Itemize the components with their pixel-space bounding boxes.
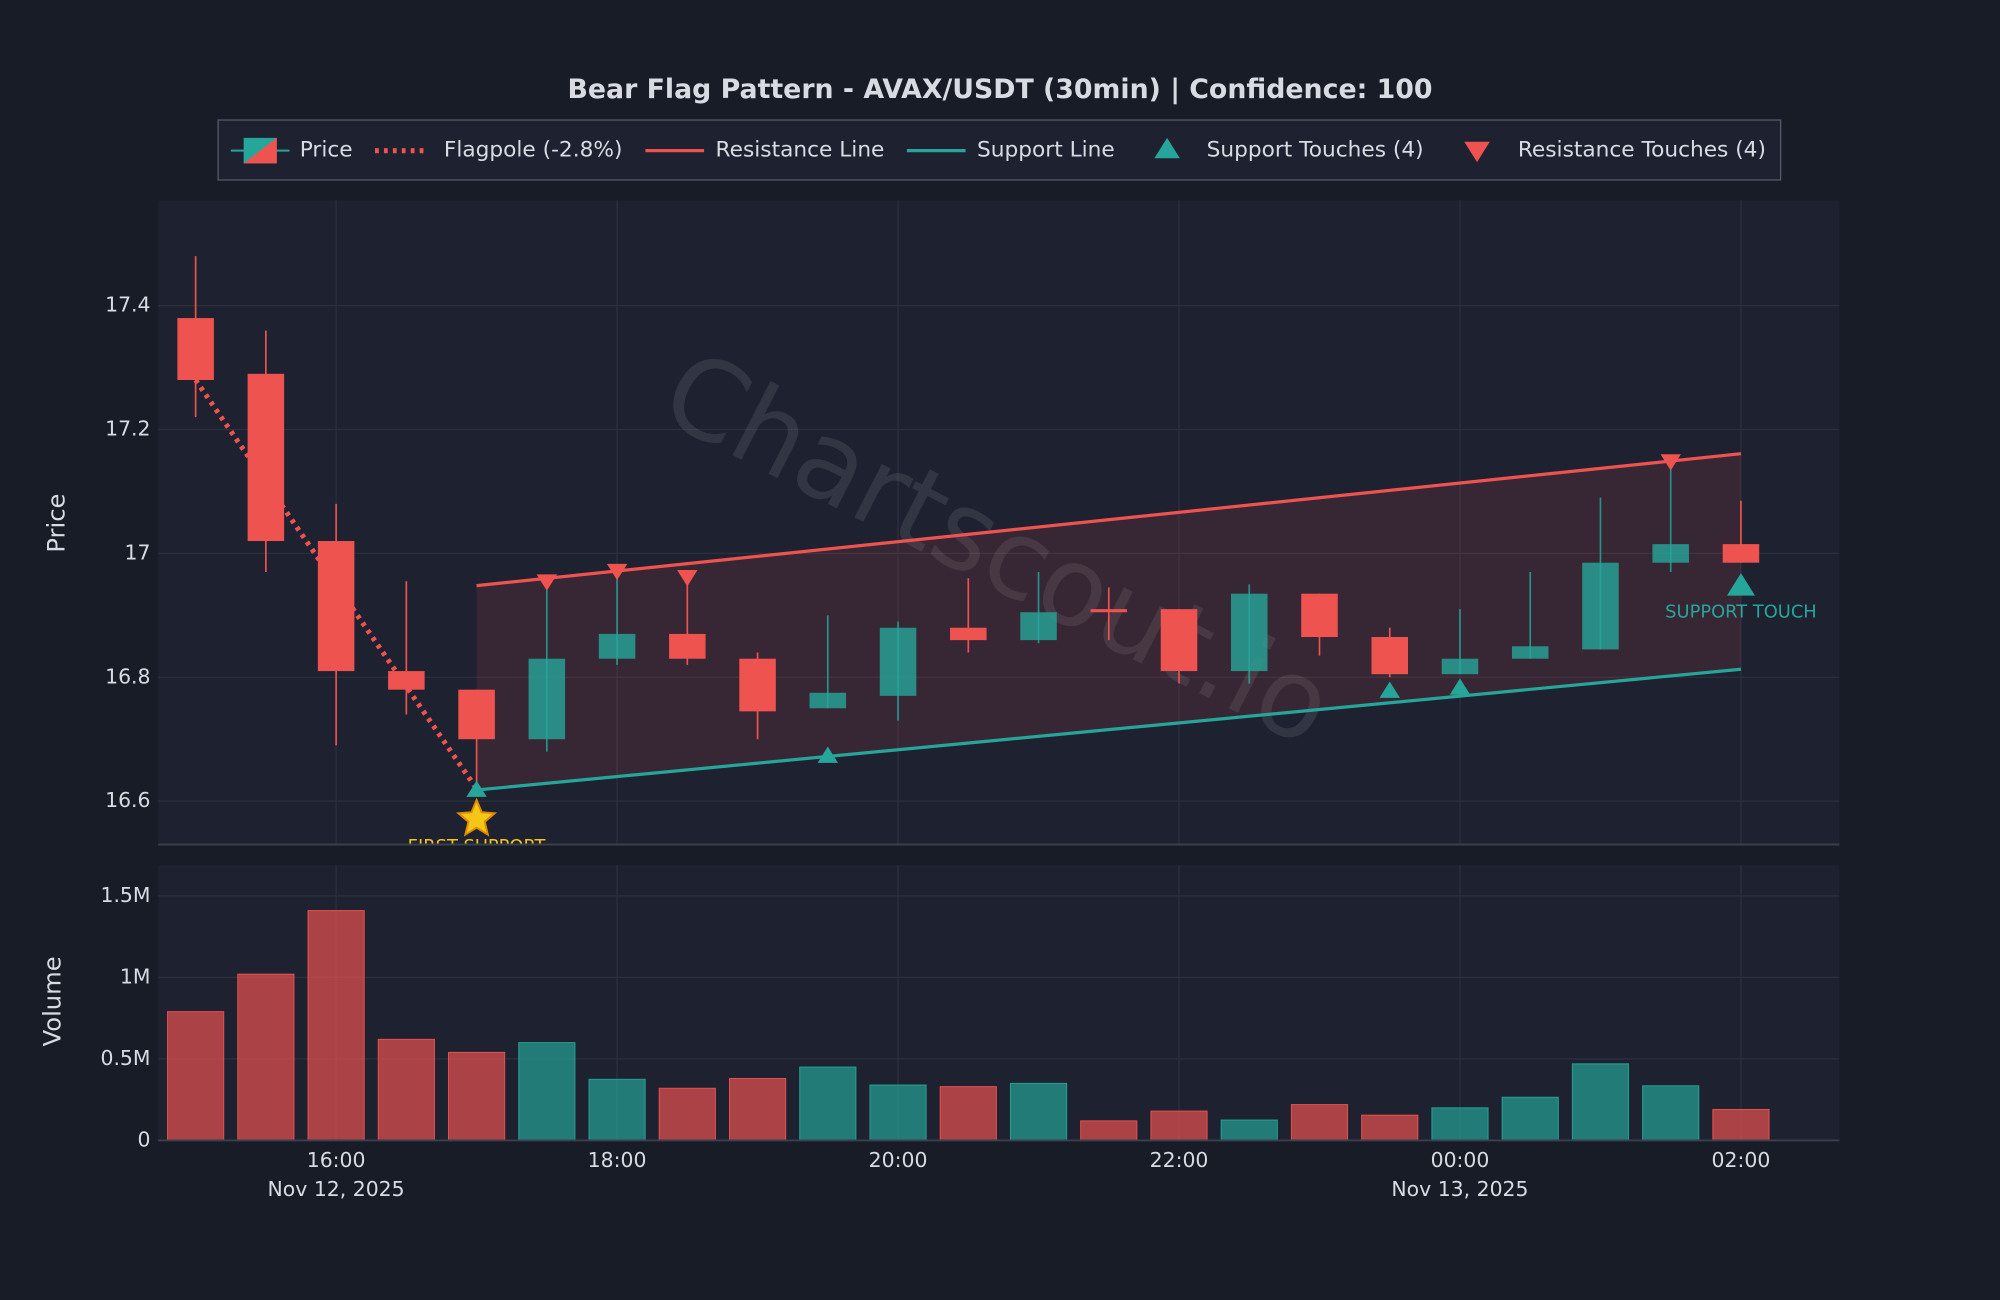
candle-body — [1511, 646, 1549, 659]
legend-label: Price — [300, 138, 353, 163]
chart-title: Bear Flag Pattern - AVAX/USDT (30min) | … — [567, 74, 1432, 105]
candle-body — [1020, 612, 1057, 641]
support-touch — [817, 746, 839, 763]
candle-body — [1371, 637, 1409, 675]
flagpole-line — [193, 378, 479, 791]
legend-icon — [1154, 137, 1180, 159]
x-tick-label: 20:00 — [869, 1148, 928, 1172]
volume-bar — [518, 1042, 576, 1141]
support-touch — [466, 780, 487, 797]
legend-label: Flagpole (-2.8%) — [444, 138, 623, 163]
candle-body — [739, 658, 776, 712]
candle-body — [528, 658, 566, 740]
volume-bar — [1361, 1114, 1419, 1141]
x-date-label: Nov 12, 2025 — [268, 1177, 405, 1201]
annotation-marker — [456, 797, 498, 837]
candle-body — [1722, 544, 1760, 563]
volume-tick-label: 1.5M — [100, 883, 150, 907]
volume-tick-label: 1M — [120, 964, 151, 988]
volume-bar — [658, 1087, 716, 1141]
candle-body — [458, 689, 495, 740]
support-touch — [1449, 678, 1471, 695]
volume-bar — [1712, 1108, 1770, 1141]
legend-icon — [1464, 141, 1490, 163]
volume-plot — [167, 910, 1770, 1141]
candle-body — [1441, 658, 1479, 675]
volume-bar — [1501, 1096, 1559, 1141]
annotation-marker — [1726, 573, 1755, 596]
y-tick-label: 17 — [125, 540, 151, 564]
volume-bar — [939, 1086, 997, 1141]
volume-bar — [1220, 1119, 1278, 1141]
y-tick-label: 16.8 — [105, 664, 150, 688]
volume-bar — [307, 910, 365, 1141]
volume-bar — [588, 1078, 646, 1141]
candle-body — [879, 627, 917, 696]
volume-bar — [1642, 1085, 1700, 1141]
candle-body — [177, 318, 214, 380]
resistance-touch — [1660, 454, 1681, 471]
volume-bar — [237, 973, 295, 1141]
volume-bar — [1290, 1104, 1349, 1141]
x-tick-label: 16:00 — [307, 1148, 366, 1172]
volume-bar — [799, 1066, 857, 1141]
volume-panel — [158, 864, 1840, 1141]
annotation-text: FIRST SUPPORT — [408, 836, 546, 857]
volume-bar — [1150, 1110, 1208, 1141]
legend-label: Resistance Touches (4) — [1518, 138, 1766, 163]
volume-bar — [1009, 1082, 1068, 1141]
candle-body — [1160, 609, 1198, 672]
x-tick-label: 22:00 — [1150, 1148, 1209, 1172]
resistance-touch — [677, 570, 698, 587]
candle-body — [317, 541, 355, 672]
volume-bar — [1080, 1120, 1138, 1141]
volume-bar — [1571, 1063, 1630, 1141]
candle-body — [598, 633, 636, 659]
volume-bar — [377, 1038, 435, 1141]
axes: 16.6 16.8 17 17.2 17.4 0 0.5M 1M 1.5M 16:00 18:00 2… — [100, 293, 1840, 1201]
y-tick-label: 16.6 — [105, 788, 150, 812]
candle-body — [1230, 593, 1268, 672]
volume-tick-label: 0 — [138, 1127, 151, 1151]
legend-label: Support Touches (4) — [1207, 138, 1424, 163]
x-date-label: Nov 13, 2025 — [1391, 1177, 1528, 1201]
resistance-touch — [606, 563, 628, 581]
y-tick-label: 17.2 — [105, 417, 150, 441]
volume-bar — [167, 1011, 225, 1141]
volume-tick-label: 0.5M — [100, 1046, 150, 1070]
candle-body — [669, 633, 706, 659]
legend-box — [217, 119, 1782, 181]
candle-body — [1652, 544, 1689, 563]
resistance-line — [476, 452, 1742, 588]
grid — [158, 200, 1840, 1142]
legend-label: Resistance Line — [716, 138, 885, 163]
y-tick-label: 17.4 — [105, 293, 150, 317]
volume-bar — [728, 1077, 787, 1141]
volume-bar — [1431, 1107, 1489, 1141]
annotation-text: SUPPORT TOUCH — [1665, 601, 1817, 622]
y-axis-label: Price — [42, 494, 70, 553]
candle-body — [809, 692, 847, 709]
candle-body — [388, 671, 425, 690]
candle-body — [247, 373, 285, 542]
candle-body — [1090, 609, 1128, 613]
support-touch — [1379, 681, 1400, 698]
x-tick-label: 02:00 — [1712, 1148, 1771, 1172]
volume-bar — [869, 1084, 927, 1141]
candle-body — [1582, 562, 1619, 650]
x-tick-label: 00:00 — [1431, 1148, 1490, 1172]
legend: Price Flagpole (-2.8%) Resistance Line Supp… — [217, 119, 1782, 181]
candle-body — [950, 627, 987, 641]
support-line — [476, 667, 1742, 792]
resistance-touch — [536, 574, 558, 591]
x-tick-label: 18:00 — [588, 1148, 647, 1172]
candle-body — [1301, 593, 1338, 638]
volume-axis-label: Volume — [39, 956, 67, 1046]
legend-label: Support Line — [977, 138, 1115, 163]
volume-bar — [447, 1051, 506, 1141]
